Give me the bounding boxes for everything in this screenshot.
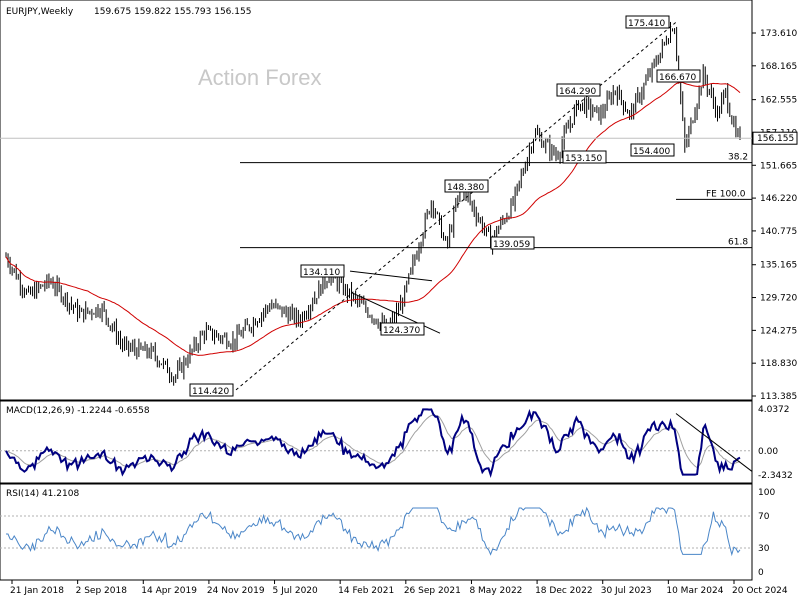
price-annotations: 175.410 166.670 164.290 154.400 153.150 148.3… — [189, 15, 701, 397]
y-tick-label: 168.165 — [760, 62, 797, 72]
level-label: FE 100.0 — [706, 189, 746, 199]
annotation-label: 166.670 — [659, 73, 696, 83]
x-tick-label: 18 Dec 2022 — [535, 586, 593, 596]
y-tick-label: 118.830 — [760, 359, 797, 369]
annotation-box — [625, 15, 670, 29]
x-tick-label: 24 Nov 2019 — [207, 586, 265, 596]
macd-tick-label: 4.0372 — [758, 405, 790, 415]
y-tick-label: 146.220 — [760, 194, 797, 204]
annotation-box — [300, 264, 345, 278]
x-tick-label: 21 Jan 2018 — [10, 586, 64, 596]
rsi-tick-label: 70 — [758, 512, 770, 522]
ohlc-readout: 159.675 159.822 155.793 156.155 — [94, 7, 251, 17]
y-tick-label: 129.720 — [760, 294, 797, 304]
y-tick-label: 173.610 — [760, 29, 797, 39]
y-tick-label: 124.275 — [760, 326, 797, 336]
current-price-label: 156.155 — [757, 134, 794, 144]
y-tick-label: 113.385 — [760, 392, 797, 402]
x-tick-label: 20 Oct 2024 — [732, 586, 788, 596]
annotation-box — [380, 322, 425, 336]
annotation-box — [490, 236, 535, 250]
rsi-tick-label: 100 — [758, 488, 775, 498]
rsi-panel — [0, 483, 753, 581]
macd-line — [5, 408, 741, 479]
annotation-label: 134.110 — [303, 268, 340, 278]
annotation-label: 154.400 — [633, 147, 670, 157]
y-tick-label: 151.665 — [760, 161, 797, 171]
watermark: Action Forex — [198, 65, 322, 90]
rsi-line-path — [6, 506, 741, 557]
trendlines — [235, 21, 677, 391]
macd-tick-label: 0.00 — [758, 447, 778, 457]
level-label: 61.8 — [728, 238, 748, 248]
annotation-label: 114.420 — [192, 387, 229, 397]
y-tick-label: 162.555 — [760, 96, 797, 106]
x-tick-label: 8 May 2022 — [469, 586, 522, 596]
macd-title: MACD(12,26,9) -1.2244 -0.6558 — [6, 406, 150, 416]
x-tick-label: 14 Apr 2019 — [141, 586, 197, 596]
price-y-axis: 173.610168.165162.555157.110151.665146.2… — [0, 29, 798, 402]
annotation-label: 153.150 — [565, 154, 602, 164]
x-tick-label: 5 Jul 2020 — [273, 586, 318, 596]
candles — [5, 21, 741, 386]
triangle-lower-line — [351, 292, 441, 334]
ma-line — [5, 82, 741, 356]
annotation-box — [562, 150, 607, 164]
annotation-label: 164.290 — [559, 87, 596, 97]
annotation-label: 175.410 — [628, 19, 665, 29]
x-tick-label: 2 Sep 2018 — [76, 586, 128, 596]
rsi-tick-label: 0 — [758, 568, 764, 578]
rsi-tick-label: 30 — [758, 544, 770, 554]
level-label: 38.2 — [728, 153, 748, 163]
rsi-title: RSI(14) 41.2108 — [6, 489, 79, 499]
symbol-title: EURJPY,Weekly — [6, 7, 74, 17]
x-tick-label: 26 Sep 2021 — [404, 586, 461, 596]
annotation-box — [189, 383, 234, 397]
annotation-label: 139.059 — [493, 240, 530, 250]
annotation-box — [444, 179, 489, 193]
y-tick-label: 140.775 — [760, 227, 797, 237]
macd-lines: 4.0372 0.00 -2.3432 — [0, 405, 793, 481]
rsi-line: 100 70 30 0 — [0, 488, 775, 578]
annotation-box — [656, 69, 701, 83]
x-tick-label: 14 Feb 2021 — [338, 586, 394, 596]
x-tick-label: 10 Mar 2024 — [666, 586, 723, 596]
macd-trendline — [675, 413, 753, 472]
x-axis: 21 Jan 2018 2 Sep 2018 14 Apr 2019 24 Nov 2… — [10, 580, 788, 596]
annotation-label: 124.370 — [383, 326, 420, 336]
annotation-box — [630, 143, 675, 157]
annotation-label: 148.380 — [447, 183, 484, 193]
macd-tick-label: -2.3432 — [758, 471, 793, 481]
current-price-box — [752, 131, 798, 145]
moving-average — [5, 82, 741, 356]
x-tick-label: 30 Jul 2023 — [601, 586, 652, 596]
triangle-upper-line — [349, 270, 433, 282]
y-tick-label: 135.165 — [760, 261, 797, 271]
annotation-box — [556, 83, 601, 97]
price-panel — [0, 0, 753, 401]
